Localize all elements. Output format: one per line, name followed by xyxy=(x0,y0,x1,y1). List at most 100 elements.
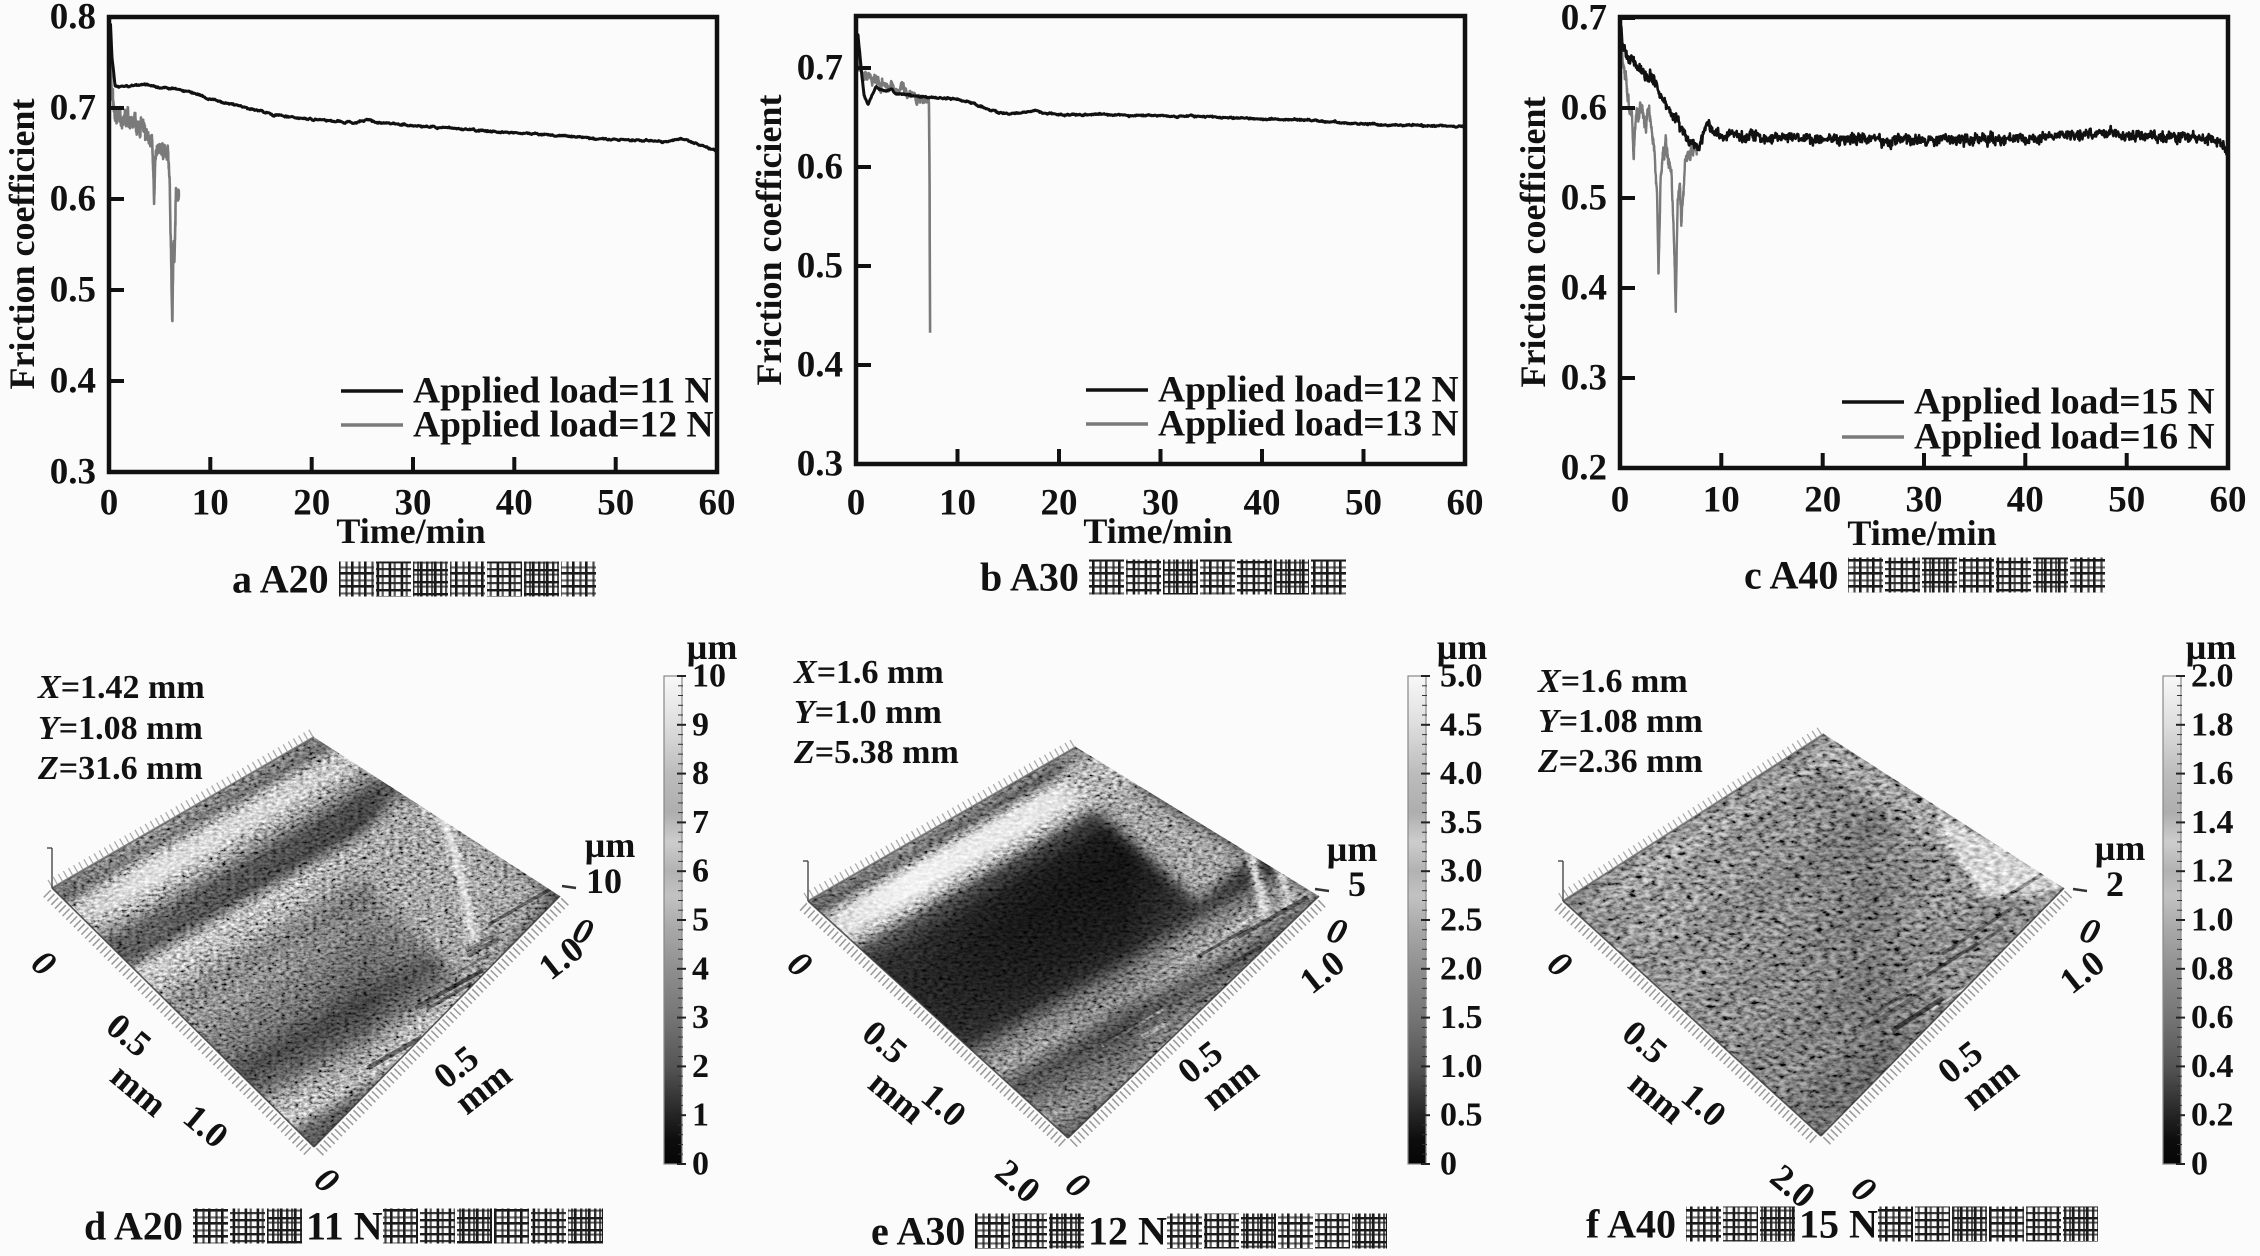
svg-text:4.0: 4.0 xyxy=(1440,755,1483,792)
svg-text:30: 30 xyxy=(395,483,432,524)
svg-text:7: 7 xyxy=(692,804,709,841)
svg-text:b A30: b A30 xyxy=(980,555,1079,600)
svg-text:0: 0 xyxy=(1540,943,1580,985)
svg-text:0.4: 0.4 xyxy=(1561,268,1607,309)
svg-text:Applied load=12 N: Applied load=12 N xyxy=(1158,370,1459,411)
svg-text:10: 10 xyxy=(192,483,229,524)
svg-text:1.0: 1.0 xyxy=(1674,1075,1734,1135)
svg-text:0.6: 0.6 xyxy=(797,147,843,188)
svg-text:50: 50 xyxy=(597,483,634,524)
svg-text:3.0: 3.0 xyxy=(1440,853,1483,890)
svg-text:40: 40 xyxy=(1244,483,1281,524)
svg-text:µm: µm xyxy=(585,825,636,865)
svg-text:0.5: 0.5 xyxy=(1561,178,1607,219)
svg-text:c A40: c A40 xyxy=(1744,553,1838,598)
svg-text:5: 5 xyxy=(692,902,709,939)
svg-text:8: 8 xyxy=(692,755,709,792)
svg-text:0.6: 0.6 xyxy=(1561,88,1607,129)
svg-text:0.2: 0.2 xyxy=(2191,1097,2234,1134)
svg-text:5.0: 5.0 xyxy=(1440,658,1483,695)
svg-text:Applied load=13 N: Applied load=13 N xyxy=(1158,404,1459,445)
svg-text:15 N: 15 N xyxy=(1799,1202,1878,1247)
svg-text:2.0: 2.0 xyxy=(1440,950,1483,987)
svg-text:0.3: 0.3 xyxy=(1561,358,1607,399)
svg-text:0.4: 0.4 xyxy=(797,345,843,386)
svg-text:Y=1.0 mm: Y=1.0 mm xyxy=(794,694,942,731)
svg-text:1: 1 xyxy=(692,1097,709,1134)
svg-text:0: 0 xyxy=(2075,909,2104,953)
svg-text:6: 6 xyxy=(692,853,709,890)
svg-text:0.4: 0.4 xyxy=(2191,1048,2234,1085)
svg-text:e A30: e A30 xyxy=(871,1209,965,1254)
svg-text:1.8: 1.8 xyxy=(2191,706,2234,743)
svg-text:1.0: 1.0 xyxy=(1440,1048,1483,1085)
svg-text:0: 0 xyxy=(692,1146,709,1183)
svg-text:50: 50 xyxy=(1345,483,1382,524)
svg-text:0.3: 0.3 xyxy=(797,444,843,485)
svg-text:4.5: 4.5 xyxy=(1440,706,1483,743)
svg-text:Friction coefficient: Friction coefficient xyxy=(1513,97,1553,388)
svg-text:Applied load=12 N: Applied load=12 N xyxy=(413,405,714,446)
svg-text:2.0: 2.0 xyxy=(988,1151,1048,1211)
svg-text:µm: µm xyxy=(687,627,738,667)
svg-text:1.2: 1.2 xyxy=(2191,853,2234,890)
svg-text:10: 10 xyxy=(1703,480,1740,521)
svg-text:9: 9 xyxy=(692,706,709,743)
svg-text:0.7: 0.7 xyxy=(797,48,843,89)
svg-text:1.0: 1.0 xyxy=(2052,942,2112,1001)
svg-text:0.5: 0.5 xyxy=(50,270,96,311)
svg-text:0: 0 xyxy=(1440,1146,1457,1183)
svg-text:Z=5.38 mm: Z=5.38 mm xyxy=(793,734,959,771)
svg-text:2.5: 2.5 xyxy=(1440,902,1483,939)
svg-text:2.0: 2.0 xyxy=(2191,658,2234,695)
svg-text:Applied load=11 N: Applied load=11 N xyxy=(413,371,712,412)
svg-text:0: 0 xyxy=(2191,1146,2208,1183)
svg-text:40: 40 xyxy=(496,483,533,524)
svg-text:0.5: 0.5 xyxy=(855,1012,915,1072)
svg-text:60: 60 xyxy=(1447,483,1484,524)
svg-text:3.5: 3.5 xyxy=(1440,804,1483,841)
svg-text:0: 0 xyxy=(1058,1164,1098,1206)
svg-text:1.0: 1.0 xyxy=(1292,942,1352,1001)
svg-text:0: 0 xyxy=(307,1159,347,1201)
svg-text:Applied load=16 N: Applied load=16 N xyxy=(1914,417,2215,458)
svg-text:Applied load=15 N: Applied load=15 N xyxy=(1914,382,2215,423)
svg-text:0.5: 0.5 xyxy=(1440,1097,1483,1134)
svg-text:11 N: 11 N xyxy=(306,1204,383,1249)
svg-text:Z=31.6 mm: Z=31.6 mm xyxy=(37,750,203,787)
svg-text:X=1.6 mm: X=1.6 mm xyxy=(1537,663,1688,700)
svg-text:60: 60 xyxy=(2210,480,2247,521)
svg-text:10: 10 xyxy=(692,658,726,695)
svg-text:Friction coefficient: Friction coefficient xyxy=(749,95,789,386)
svg-text:0.5: 0.5 xyxy=(1615,1012,1675,1072)
svg-text:30: 30 xyxy=(1142,483,1179,524)
svg-text:2: 2 xyxy=(2106,864,2124,904)
svg-text:50: 50 xyxy=(2108,480,2145,521)
svg-text:Y=1.08 mm: Y=1.08 mm xyxy=(38,710,203,747)
svg-text:0.5: 0.5 xyxy=(797,246,843,287)
svg-text:0.6: 0.6 xyxy=(2191,999,2234,1036)
svg-text:0.3: 0.3 xyxy=(50,452,96,493)
svg-text:f A40: f A40 xyxy=(1586,1202,1676,1247)
svg-text:X=1.6 mm: X=1.6 mm xyxy=(793,654,944,691)
svg-text:60: 60 xyxy=(699,483,736,524)
svg-text:1.0: 1.0 xyxy=(176,1096,236,1156)
svg-text:1.5: 1.5 xyxy=(1440,999,1483,1036)
svg-text:0: 0 xyxy=(1611,480,1630,521)
svg-text:0.4: 0.4 xyxy=(50,361,96,402)
svg-text:0.6: 0.6 xyxy=(50,179,96,220)
svg-text:0: 0 xyxy=(100,483,119,524)
svg-text:0.8: 0.8 xyxy=(50,0,96,38)
svg-text:0: 0 xyxy=(780,943,820,985)
svg-text:0: 0 xyxy=(847,483,866,524)
svg-text:µm: µm xyxy=(1327,829,1378,869)
svg-text:30: 30 xyxy=(1906,480,1943,521)
svg-text:20: 20 xyxy=(1041,483,1078,524)
svg-text:3: 3 xyxy=(692,999,709,1036)
svg-text:1.4: 1.4 xyxy=(2191,804,2234,841)
svg-text:0.2: 0.2 xyxy=(1561,448,1607,489)
svg-text:40: 40 xyxy=(2007,480,2044,521)
svg-text:Time/min: Time/min xyxy=(336,511,485,551)
svg-text:1.6: 1.6 xyxy=(2191,755,2234,792)
svg-text:Friction coefficient: Friction coefficient xyxy=(2,99,42,390)
